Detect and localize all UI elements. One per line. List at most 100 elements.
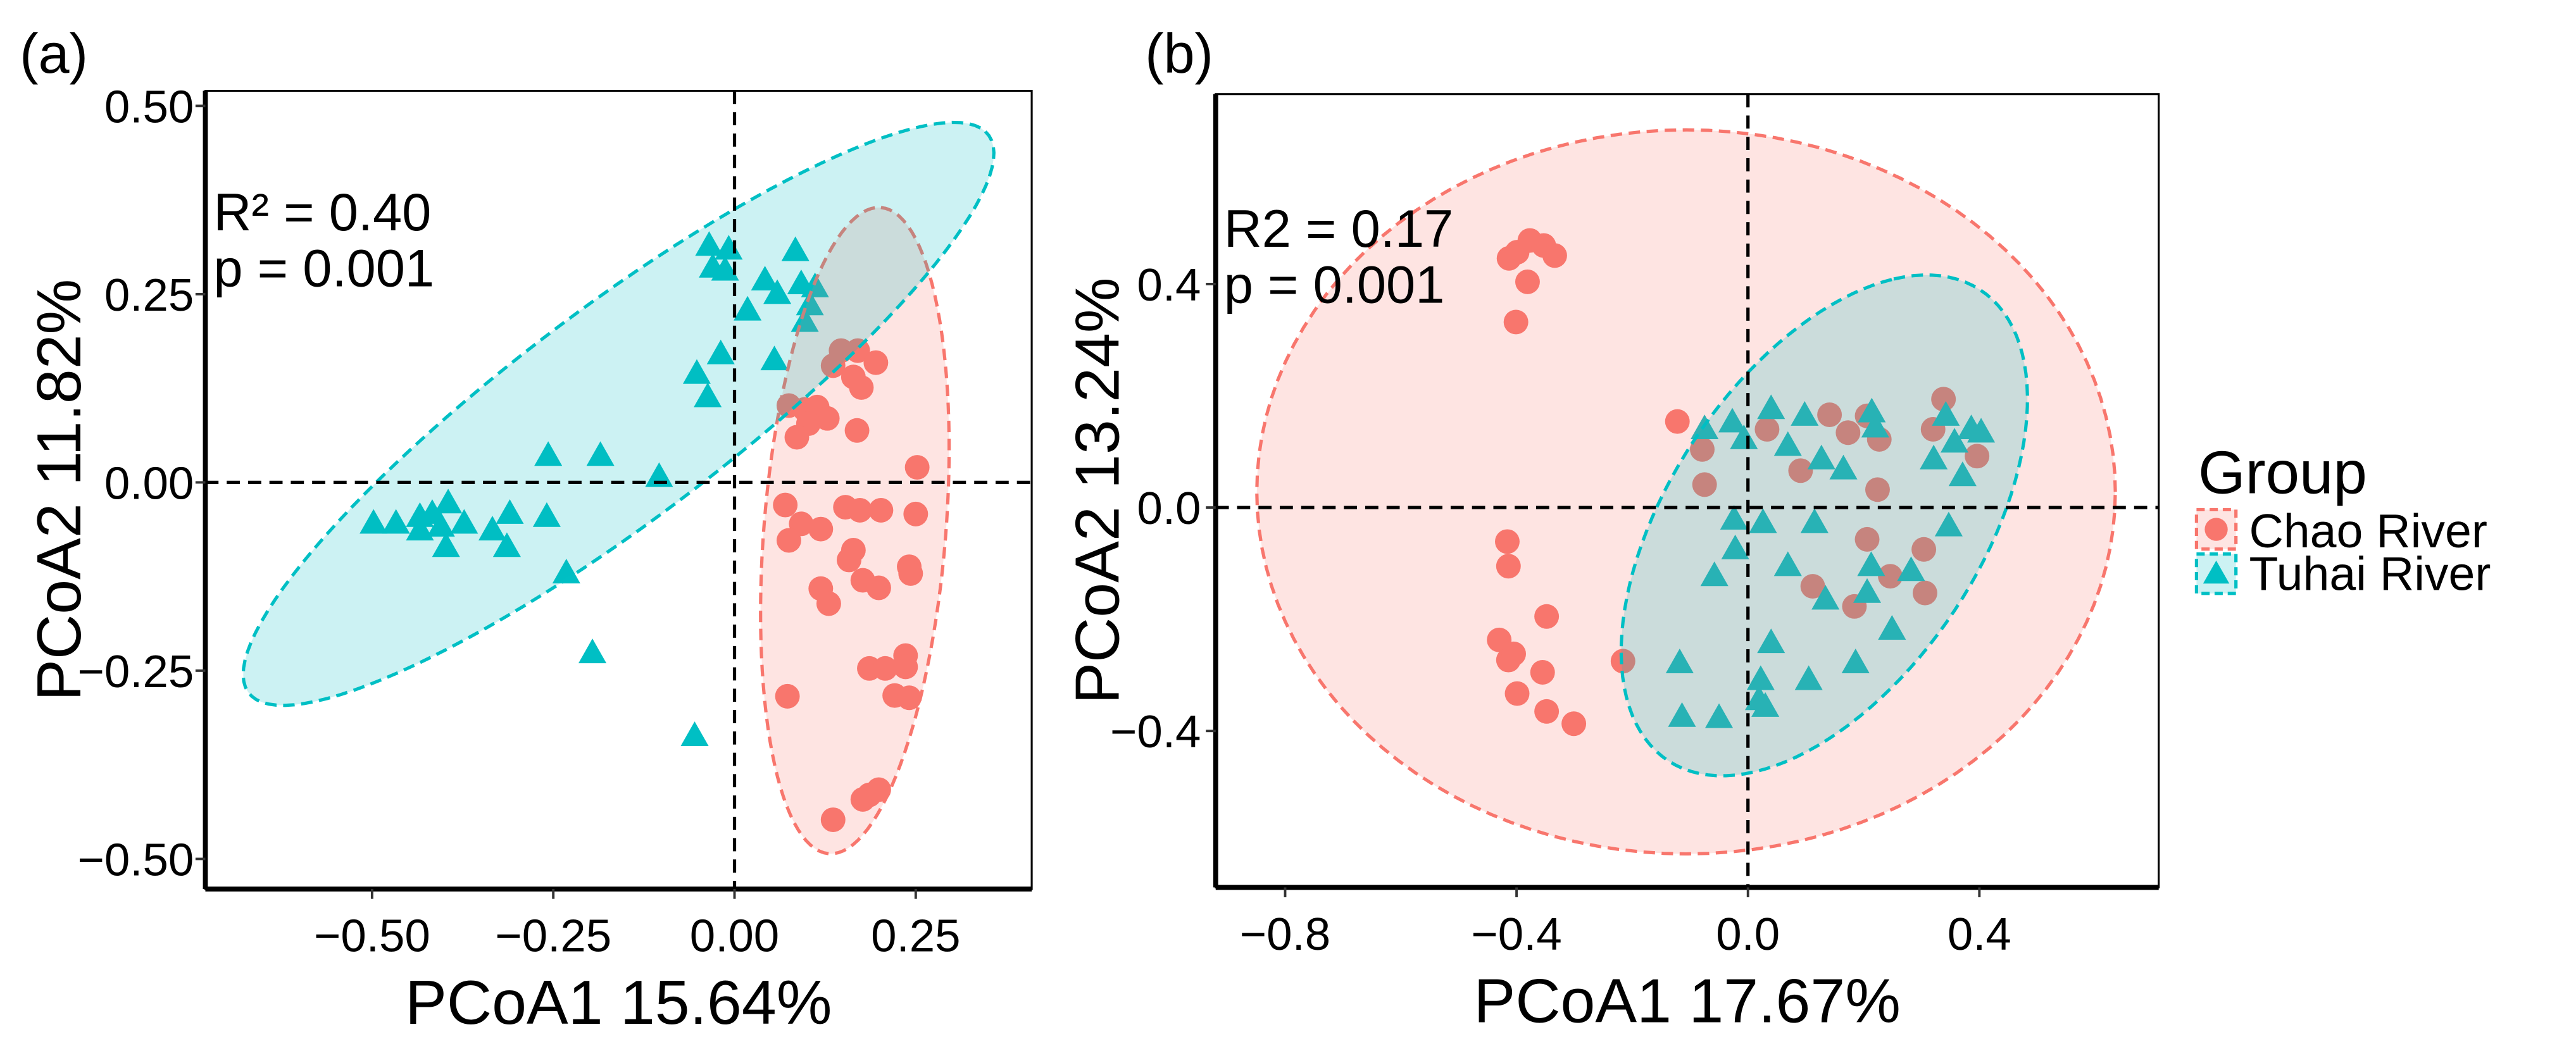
y-tick-label: −0.25 <box>77 646 194 697</box>
tuhai-river-point <box>1948 461 1977 487</box>
tuhai-river-point <box>1700 561 1729 587</box>
chao-river-point <box>836 547 861 573</box>
chao-river-point <box>868 497 894 523</box>
tuhai-river-point <box>552 559 580 583</box>
tuhai-river-point <box>1940 428 1969 453</box>
chao-river-point <box>1515 269 1540 294</box>
chao-river-point <box>1496 246 1522 271</box>
chao-river-point <box>1835 420 1861 445</box>
p-value-annotation: p = 0.001 <box>1224 255 1445 314</box>
y-tick-label: 0.50 <box>104 81 194 132</box>
tuhai-river-point <box>1841 649 1870 673</box>
tuhai-river-point <box>1932 401 1960 426</box>
tuhai-river-point <box>406 516 434 541</box>
tuhai-river-point <box>586 441 615 466</box>
chao-river-point <box>776 528 801 553</box>
chao-river-point <box>1534 604 1560 629</box>
tuhai-river-point <box>1858 397 1886 423</box>
chao-river-point <box>820 807 846 833</box>
chao-river-point <box>815 406 840 431</box>
tuhai-river-point <box>1718 408 1747 433</box>
chao-river-point <box>1692 472 1717 497</box>
tuhai-river-point <box>496 499 524 524</box>
x-tick-label: 0.0 <box>1716 909 1780 960</box>
tuhai-river-point <box>406 502 434 527</box>
tuhai-river-point <box>1791 401 1819 426</box>
tuhai-river-point <box>1668 702 1696 727</box>
chao-river-point <box>844 418 870 443</box>
tuhai-river-point <box>578 638 607 664</box>
tuhai-river-point <box>1934 511 1963 537</box>
tuhai-river-point <box>1721 534 1749 559</box>
tuhai-river-point <box>1829 454 1858 480</box>
tuhai-river-point <box>711 256 739 281</box>
chao-river-point <box>898 561 923 586</box>
x-tick-label: −0.8 <box>1240 909 1330 960</box>
tuhai-river-point <box>1720 505 1748 530</box>
legend-label-tuhai: Tuhai River <box>2249 547 2491 600</box>
tuhai-river-point <box>1878 615 1906 640</box>
chao-river-point <box>808 516 834 542</box>
chao-river-point <box>1495 529 1520 554</box>
chao-river-point <box>1501 641 1526 666</box>
chao-river-point <box>1878 564 1903 589</box>
chao-river-ellipse <box>759 206 951 855</box>
r-squared-annotation: R2 = 0.17 <box>1224 199 1453 258</box>
tuhai-river-point <box>1751 692 1780 717</box>
chao-river-point <box>903 501 928 526</box>
tuhai-river-point <box>791 307 819 332</box>
chao-river-point <box>1865 477 1890 502</box>
tuhai-river-point <box>781 236 810 261</box>
chao-river-point <box>775 683 800 709</box>
plot-area <box>1215 94 2159 888</box>
chao-river-point <box>1912 580 1937 606</box>
tuhai-river-ellipse <box>1619 273 2029 778</box>
chao-river-point <box>849 375 874 400</box>
tuhai-river-point <box>1811 585 1840 610</box>
chao-river-point <box>1496 554 1521 579</box>
x-tick-label: 0.25 <box>871 911 960 962</box>
chao-river-point <box>847 497 873 523</box>
tuhai-river-point <box>734 296 762 321</box>
tuhai-river-point <box>1794 665 1823 690</box>
chao-river-point <box>1530 660 1555 685</box>
tuhai-river-point <box>360 509 388 534</box>
chao-river-point <box>897 685 922 711</box>
panel-label: (b) <box>1145 22 1213 85</box>
chao-river-point <box>1561 711 1587 737</box>
y-tick-label: 0.25 <box>104 270 194 321</box>
tuhai-river-point <box>706 339 735 364</box>
x-tick-label: 0.00 <box>690 911 779 962</box>
chao-river-point <box>773 492 798 518</box>
chao-river-point <box>1690 437 1715 462</box>
y-axis-title: PCoA2 13.24% <box>1063 277 1132 704</box>
tuhai-river-point <box>763 279 792 304</box>
tuhai-river-point <box>682 359 711 384</box>
tuhai-river-ellipse <box>241 120 996 707</box>
chao-river-ellipse <box>1255 128 2117 856</box>
plot-area <box>205 90 1032 890</box>
panel-label: (a) <box>20 22 88 85</box>
chao-river-point <box>1965 444 1990 469</box>
tuhai-river-point <box>1757 394 1785 420</box>
y-tick-label: 0.00 <box>104 457 194 509</box>
chao-river-point <box>784 425 810 450</box>
tuhai-river-point <box>1861 413 1889 438</box>
tuhai-river-point <box>532 502 561 527</box>
p-value-annotation: p = 0.001 <box>213 239 434 297</box>
x-tick-label: −0.25 <box>495 911 611 962</box>
tuhai-river-point <box>760 345 789 371</box>
chao-river-point <box>1665 409 1690 434</box>
y-axis-title: PCoA2 11.82% <box>24 279 94 701</box>
tuhai-river-point <box>1704 703 1734 728</box>
chao-river-point <box>820 353 846 378</box>
tuhai-river-point <box>1853 578 1882 603</box>
chao-river-point <box>1800 574 1825 599</box>
tuhai-river-point <box>434 488 463 514</box>
y-tick-label: 0.0 <box>1137 483 1201 534</box>
tuhai-river-point <box>534 441 563 466</box>
tuhai-river-point <box>796 290 824 316</box>
chao-river-point <box>863 350 889 375</box>
y-tick-label: −0.4 <box>1110 706 1201 757</box>
tuhai-river-point <box>1857 551 1885 576</box>
